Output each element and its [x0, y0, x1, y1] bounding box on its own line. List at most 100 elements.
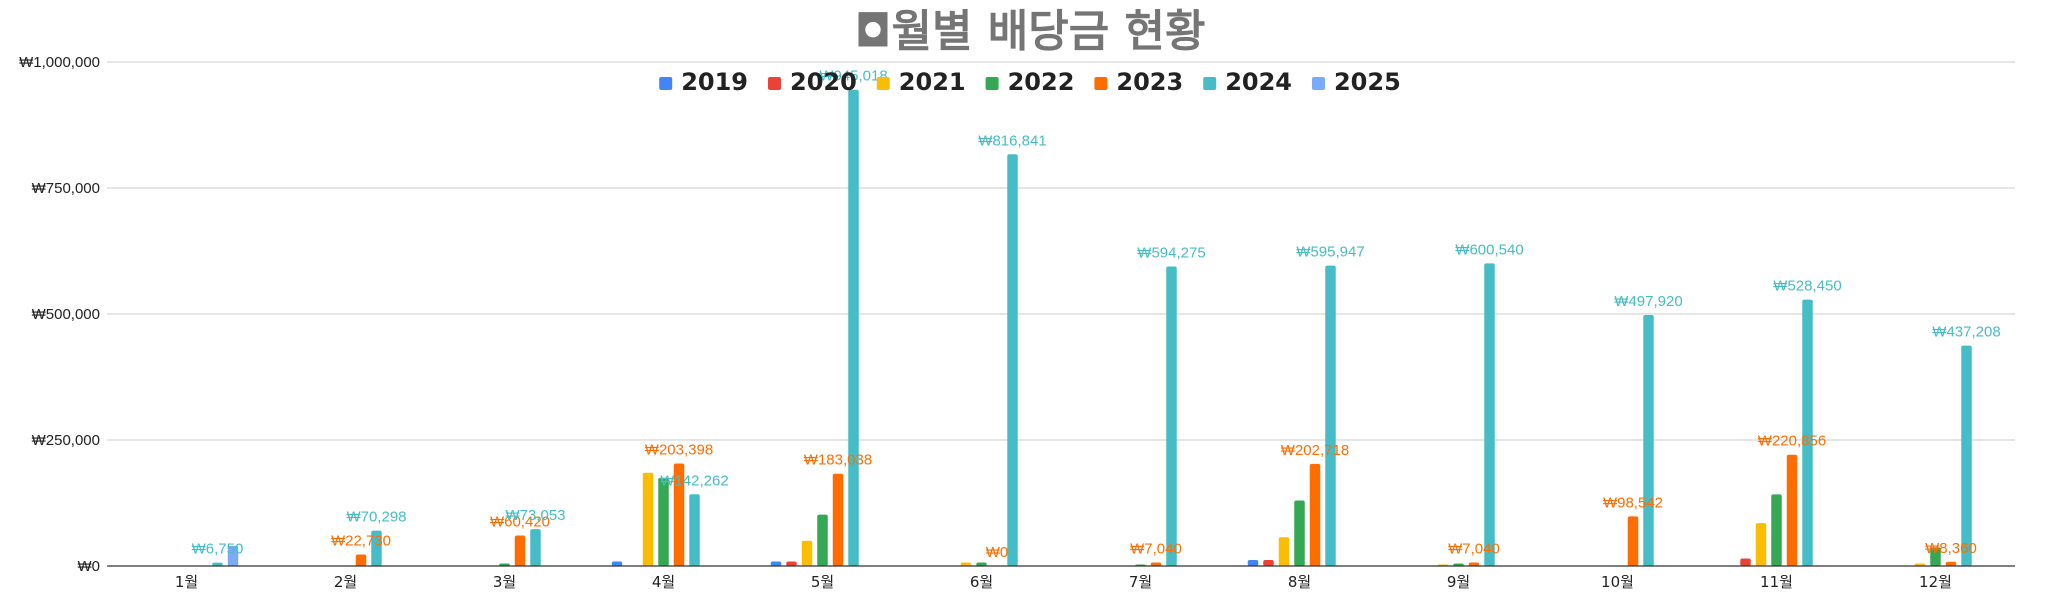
legend-swatch	[1311, 77, 1325, 90]
bar-2023-7	[1150, 562, 1162, 566]
y-tick-label: ₩1,000,000	[19, 54, 100, 71]
x-tick-label: 4월	[652, 573, 675, 591]
data-label: ₩945,018	[819, 68, 887, 85]
legend-item-2019: 2019	[659, 68, 748, 96]
data-label: ₩22,730	[331, 533, 391, 550]
bar-2024-8	[1325, 265, 1336, 566]
y-tick-label: ₩750,000	[32, 180, 100, 197]
bar-2025-1	[227, 545, 239, 566]
bar-2019-8	[1247, 559, 1259, 566]
x-tick-label: 5월	[811, 573, 834, 591]
bar-2024-9	[1484, 263, 1495, 566]
bar-2022-4	[658, 477, 669, 566]
data-label: ₩98,542	[1603, 494, 1663, 511]
data-label: ₩202,718	[1281, 442, 1349, 459]
bar-2023-9	[1468, 562, 1480, 566]
bar-2024-6	[1007, 154, 1018, 566]
bar-2022-8	[1294, 500, 1305, 566]
legend-swatch	[1094, 77, 1108, 90]
bar-2021-8	[1278, 537, 1290, 566]
bar-2021-11	[1755, 523, 1767, 566]
data-label: ₩816,841	[978, 132, 1046, 149]
bar-2019-5	[770, 561, 782, 566]
data-label: ₩437,208	[1932, 324, 2000, 341]
bar-2020-8	[1263, 559, 1274, 566]
data-label: ₩203,398	[645, 441, 713, 458]
x-tick-label: 8월	[1288, 573, 1311, 591]
bar-2021-6	[960, 562, 972, 566]
bar-2024-11	[1802, 299, 1813, 566]
x-tick-label: 12월	[1919, 573, 1952, 591]
legend-item-2020: 2020	[768, 68, 857, 96]
bar-2023-3	[514, 535, 526, 566]
bar-2020-5	[786, 561, 797, 566]
y-tick-label: ₩500,000	[32, 306, 100, 323]
bar-2023-4	[673, 463, 685, 566]
data-labels: ₩6,750 ₩22,730 ₩70,298 ₩60,420₩73,053 ₩203,3…	[192, 68, 2001, 561]
x-tick-label: 10월	[1601, 573, 1634, 591]
x-tick-label: 3월	[493, 573, 516, 591]
bar-2020-11	[1740, 558, 1751, 566]
chart-title: ◘월별 배당금 현황	[855, 6, 1206, 57]
legend-label: 2024	[1225, 68, 1292, 96]
bar-2023-12	[1945, 561, 1957, 566]
bar-2023-2	[355, 554, 367, 566]
data-label: ₩70,298	[346, 509, 406, 526]
bar-2022-11	[1771, 494, 1782, 566]
bar-2024-4	[689, 494, 700, 566]
bar-2024-10	[1643, 315, 1654, 566]
data-label: ₩528,450	[1773, 278, 1841, 295]
legend-swatch	[1203, 77, 1217, 90]
data-label: ₩7,040	[1448, 540, 1500, 557]
legend-label: 2020	[790, 68, 857, 96]
bar-2024-1	[212, 562, 223, 566]
data-label: ₩594,275	[1137, 244, 1205, 261]
legend: 2019 2020 2021 2022 2023 2024 2025	[659, 68, 1401, 96]
x-tick-label: 1월	[175, 573, 198, 591]
bar-2021-5	[801, 540, 813, 566]
data-label: ₩183,038	[804, 452, 872, 469]
x-tick-label: 2월	[334, 573, 357, 591]
bar-2021-12	[1914, 563, 1926, 566]
legend-label: 2022	[1008, 68, 1075, 96]
legend-label: 2023	[1116, 68, 1183, 96]
y-tick-label: ₩250,000	[32, 432, 100, 449]
bar-2024-12	[1961, 345, 1972, 566]
bar-2024-7	[1166, 266, 1177, 566]
data-label: ₩0	[986, 544, 1009, 561]
bar-2022-5	[817, 514, 828, 566]
data-label: ₩60,420	[490, 514, 550, 531]
legend-label: 2019	[681, 68, 748, 96]
legend-item-2025: 2025	[1311, 68, 1401, 96]
data-label: ₩7,040	[1130, 540, 1182, 557]
legend-item-2022: 2022	[985, 68, 1075, 96]
gridlines	[107, 61, 2015, 441]
data-label: ₩497,920	[1614, 293, 1682, 310]
bar-2024-2	[371, 530, 382, 566]
bar-2024-5	[848, 89, 859, 566]
data-label: ₩220,856	[1758, 433, 1826, 450]
bar-2022-3	[499, 563, 510, 566]
legend-item-2021: 2021	[876, 68, 966, 96]
legend-swatch	[659, 77, 673, 90]
bar-2023-10	[1627, 516, 1639, 566]
bar-2024-3	[530, 529, 541, 566]
bar-2023-11	[1786, 454, 1798, 566]
legend-item-2023: 2023	[1094, 68, 1183, 96]
legend-swatch	[985, 77, 999, 90]
bar-2022-9	[1453, 563, 1464, 566]
legend-swatch	[768, 77, 782, 90]
legend-label: 2021	[899, 68, 966, 96]
y-tick-label: ₩0	[78, 558, 101, 575]
legend-item-2024: 2024	[1203, 68, 1292, 96]
data-label: ₩142,262	[660, 472, 728, 489]
bar-2022-6	[976, 562, 987, 566]
bar-2021-4	[642, 472, 654, 566]
bar-2022-12	[1930, 547, 1941, 566]
x-tick-label: 7월	[1129, 573, 1152, 591]
x-tick-label: 6월	[970, 573, 993, 591]
axes: ₩0 ₩250,000 ₩500,000 ₩750,000 ₩1,000,000 1월 2월…	[19, 54, 2015, 591]
x-tick-label: 11월	[1760, 573, 1793, 591]
data-label: ₩8,360	[1925, 540, 1977, 557]
